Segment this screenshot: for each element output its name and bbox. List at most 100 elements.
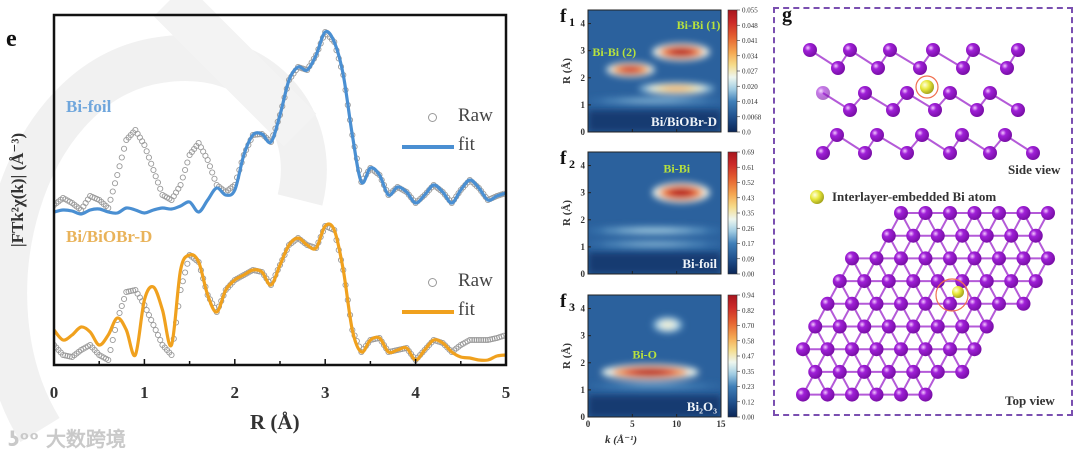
colorbar-tick-label: 0.048	[742, 22, 758, 30]
bi-atom	[832, 319, 847, 334]
raw-data-point	[109, 336, 116, 344]
y-tick-label: 2	[581, 358, 586, 368]
panel-g-frame	[773, 7, 1073, 416]
bi-atom	[918, 296, 933, 311]
bi-atom	[869, 296, 884, 311]
raw-data-point	[127, 287, 134, 295]
y-tick-label: 3	[581, 188, 586, 198]
raw-data-point	[157, 336, 164, 344]
raw-data-point	[168, 351, 175, 359]
heatmap-frame	[587, 294, 722, 418]
raw-data-point	[121, 295, 128, 303]
bi-atom	[930, 228, 945, 243]
colorbar-tick-label: 0.041	[742, 37, 758, 45]
bi-atom	[967, 342, 982, 357]
bi-atom	[1016, 296, 1031, 311]
colorbar-tick-label: 0.82	[742, 307, 755, 315]
colorbar-tick-label: 0.09	[742, 255, 755, 263]
panel-f-index: 1	[569, 15, 575, 29]
fit-line-bi-foil-fit	[54, 29, 506, 216]
raw-data-point	[480, 336, 487, 344]
bi-atom	[930, 319, 945, 334]
bi-atom	[955, 274, 970, 289]
colorbar-tick-label: 0.35	[742, 210, 755, 218]
bi-atom	[943, 342, 957, 357]
y-tick-label: 4	[581, 19, 586, 29]
bi-atom	[820, 296, 835, 311]
bi-atom	[845, 387, 859, 402]
bi-atom	[894, 387, 908, 402]
bi-atom	[943, 206, 957, 220]
heatmap-feature	[632, 369, 668, 376]
bond-annotation: Bi-Bi (2)	[592, 45, 636, 59]
legend-bi-foil: Raw fit	[402, 105, 520, 167]
raw-data-point	[145, 154, 152, 161]
raw-data-point	[211, 175, 218, 182]
y-tick-label: 1	[581, 100, 586, 110]
raw-data-point	[64, 352, 71, 360]
colorbar-tick-label: 0.020	[742, 83, 758, 91]
bi-atom	[832, 274, 847, 289]
raw-data-point	[466, 336, 473, 344]
bi-atom	[992, 251, 1006, 266]
bi-atom	[918, 387, 933, 402]
raw-data-point	[116, 163, 123, 170]
bi-atom	[796, 342, 810, 357]
bi-atom	[979, 274, 994, 289]
x-tick-label: 5	[502, 383, 511, 402]
bi-atom	[843, 103, 857, 117]
y-tick-label: 4	[581, 304, 586, 314]
raw-data-point	[145, 311, 152, 319]
bi-atom	[955, 319, 970, 334]
bi-atom	[894, 206, 908, 220]
raw-data-point	[177, 181, 184, 189]
raw-data-point	[152, 326, 159, 334]
raw-data-point	[107, 196, 114, 203]
bi-atom	[918, 251, 933, 266]
bi-atom	[894, 251, 908, 266]
y-axis-label: R (Å)	[561, 58, 573, 84]
colorbar-tick-label: 0.0	[742, 129, 751, 137]
logo-text: 大数跨境	[45, 427, 126, 451]
bi-atom	[900, 86, 914, 100]
bi-atom	[870, 128, 884, 142]
bi-atom	[816, 86, 830, 100]
bi-atom	[998, 128, 1012, 142]
bi-atom	[915, 128, 929, 142]
bi-atom	[803, 43, 817, 57]
bi-atom	[918, 342, 933, 357]
y-tick-label: 1	[581, 242, 586, 252]
raw-data-point	[125, 288, 132, 295]
y-tick-label: 0	[581, 269, 586, 279]
raw-data-point	[204, 156, 211, 164]
bi-atom	[967, 206, 982, 220]
heatmap-f2	[588, 152, 721, 274]
bi-atom	[1028, 228, 1043, 243]
legend-fit-line	[402, 145, 454, 149]
raw-data-point	[469, 336, 476, 344]
raw-data-point	[500, 332, 506, 339]
bi-atom	[983, 146, 997, 160]
y-tick-label: 4	[581, 161, 586, 171]
bi-atom	[845, 342, 859, 357]
bi-atom	[955, 364, 970, 379]
bi-atom	[894, 296, 908, 311]
x-tick-label: 3	[321, 383, 330, 402]
x-tick-label: 10	[672, 419, 682, 429]
colorbar-tick-label: 0.52	[742, 179, 755, 187]
bi-atom	[820, 387, 835, 402]
raw-data-point	[478, 336, 485, 344]
y-tick-label: 0	[581, 412, 586, 422]
heatmap-feature	[631, 242, 678, 246]
colorbar-tick-label: 0.23	[742, 383, 755, 391]
bi-atom	[858, 146, 872, 160]
bi-atom	[857, 364, 872, 379]
fit-line-bi-biobr-d-fit	[54, 222, 506, 362]
bi-atom	[918, 206, 933, 220]
colorbar-tick-label: 0.0068	[742, 113, 762, 121]
raw-data-point	[489, 335, 496, 343]
heatmap-feature	[663, 86, 690, 91]
